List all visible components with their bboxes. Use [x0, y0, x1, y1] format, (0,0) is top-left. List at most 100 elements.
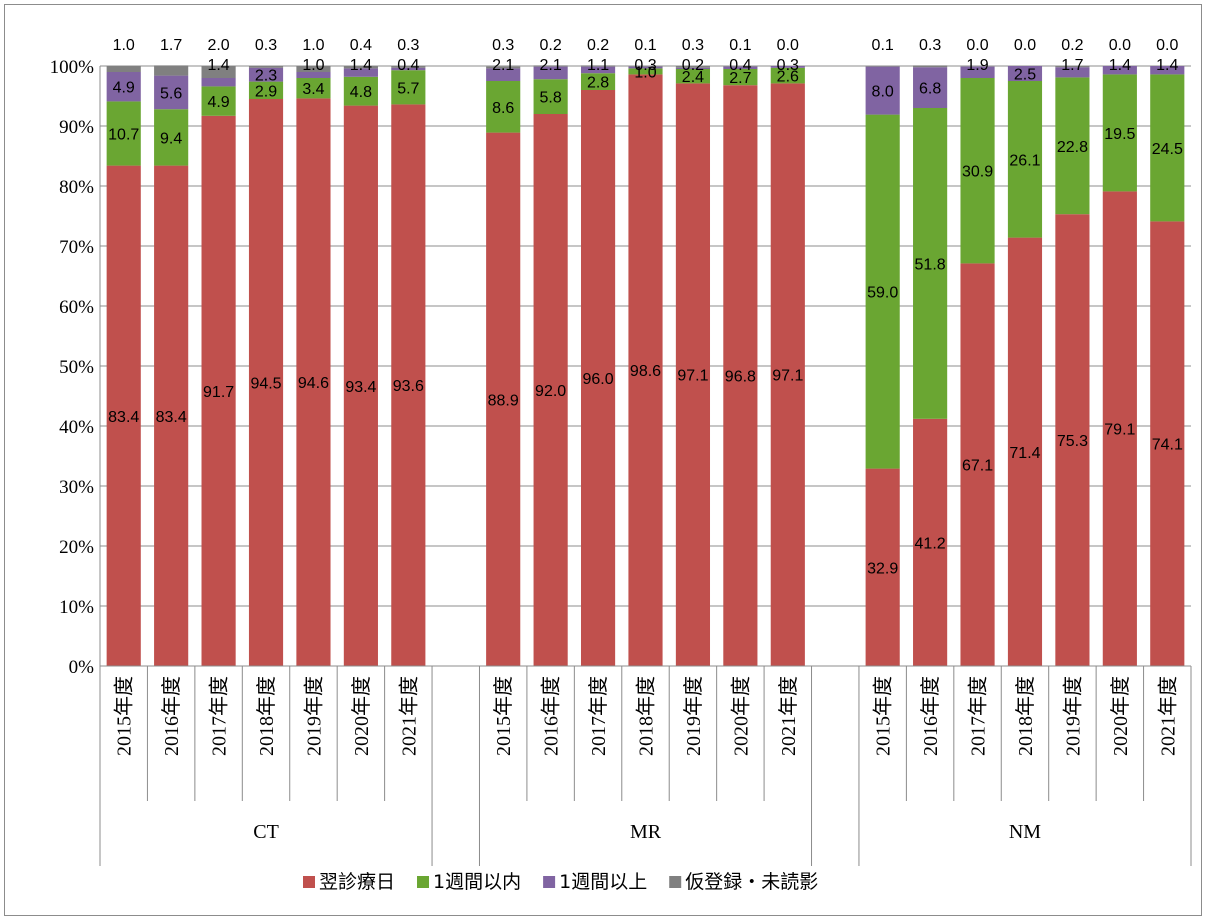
bar-segment	[1055, 77, 1090, 215]
data-label: 0.0	[1109, 37, 1131, 54]
data-label: 0.2	[682, 57, 704, 74]
bar-segment	[628, 66, 663, 67]
data-label: 92.0	[535, 383, 566, 400]
data-label: 91.7	[203, 384, 234, 401]
bar-segment	[533, 114, 568, 666]
bar-segment	[533, 79, 568, 114]
x-category-label: 2020年度	[350, 676, 373, 756]
data-label: 3.4	[302, 81, 324, 98]
data-label: 1.1	[587, 57, 609, 74]
data-label: 94.6	[298, 375, 329, 392]
bar-segment	[343, 105, 378, 667]
data-label: 97.1	[772, 368, 803, 385]
x-category-label: 2015年度	[113, 676, 136, 756]
bar-segment	[201, 66, 236, 78]
bar-segment	[1055, 214, 1090, 666]
bar-segment	[296, 66, 331, 72]
data-label: 93.6	[393, 378, 424, 395]
data-label: 71.4	[1009, 445, 1040, 462]
data-label: 2.3	[255, 68, 277, 85]
data-label: 88.9	[488, 392, 519, 409]
legend-swatch	[543, 876, 556, 888]
y-tick-label: 30%	[59, 477, 94, 498]
bar-segment	[154, 65, 189, 76]
bar-segment	[154, 75, 189, 110]
bar-segment	[960, 263, 995, 666]
bar-segment	[1007, 237, 1043, 666]
legend-swatch	[669, 876, 682, 888]
bar-segment	[106, 72, 141, 102]
bar-segment	[343, 66, 378, 69]
bar-segment	[770, 67, 805, 84]
bar-segment	[391, 67, 426, 71]
data-label: 1.0	[302, 57, 324, 74]
data-label: 2.5	[1014, 67, 1036, 84]
bar-segment	[486, 81, 521, 133]
data-label: 22.8	[1057, 139, 1088, 156]
data-label: 1.4	[1156, 57, 1178, 74]
data-label: 1.0	[113, 37, 135, 54]
data-label: 2.6	[777, 69, 799, 86]
data-label: 32.9	[867, 560, 898, 577]
bar-segment	[391, 66, 426, 68]
y-tick-label: 60%	[59, 297, 94, 318]
x-category-label: 2016年度	[160, 676, 183, 756]
data-label: 51.8	[915, 256, 946, 273]
data-label: 0.1	[872, 37, 894, 54]
data-label: 0.3	[634, 57, 656, 74]
bar-segment	[960, 66, 995, 78]
bar-segment	[486, 66, 521, 69]
bar-segment	[723, 85, 758, 666]
data-label: 97.1	[677, 368, 708, 385]
bar-segment	[580, 65, 616, 67]
bar-segment	[106, 66, 141, 72]
data-label: 1.7	[1061, 57, 1083, 74]
legend-label: 1週間以内	[433, 871, 521, 893]
data-label: 1.4	[350, 57, 372, 74]
legend-label: 1週間以上	[559, 871, 647, 893]
bar-segment	[675, 83, 711, 666]
bar-segment	[296, 78, 331, 99]
bar-segment	[913, 108, 948, 419]
data-label: 26.1	[1009, 152, 1040, 169]
y-tick-label: 40%	[59, 417, 94, 438]
data-label: 74.1	[1152, 437, 1183, 454]
x-category-label: 2019年度	[1061, 676, 1084, 756]
data-label: 0.3	[492, 37, 514, 54]
bar-segment	[1150, 221, 1185, 666]
bar-segment	[106, 101, 141, 166]
data-label: 4.9	[113, 80, 135, 97]
bar-segment	[248, 81, 284, 99]
bar-segment	[913, 67, 948, 108]
bar-segment	[628, 66, 663, 69]
bar-segment	[628, 68, 663, 75]
bar-segment	[1102, 74, 1137, 192]
bar-segment	[201, 78, 236, 87]
data-label: 98.6	[630, 363, 661, 380]
bar-segment	[723, 66, 758, 67]
data-label: 0.0	[777, 37, 799, 54]
bar-segment	[675, 69, 711, 84]
legend-swatch	[303, 876, 315, 888]
x-category-label: 2021年度	[1156, 676, 1179, 756]
data-label: 79.1	[1104, 422, 1135, 439]
data-label: 0.0	[1014, 37, 1036, 54]
bar-segment	[1102, 66, 1137, 75]
x-group-label: MR	[630, 821, 662, 843]
data-label: 0.4	[729, 57, 751, 74]
x-category-label: 2018年度	[635, 676, 658, 756]
data-label: 96.0	[582, 371, 613, 388]
data-label: 0.1	[634, 37, 656, 54]
data-label: 2.0	[207, 37, 229, 54]
bar-segment	[154, 109, 189, 166]
bar-segment	[201, 115, 236, 667]
bar-segment	[770, 66, 805, 68]
data-label: 1.4	[207, 57, 229, 74]
data-label: 59.0	[867, 285, 898, 302]
data-label: 0.3	[682, 37, 704, 54]
x-category-label: 2017年度	[967, 676, 990, 756]
data-label: 0.3	[777, 57, 799, 74]
bar-segment	[675, 66, 711, 68]
y-tick-label: 20%	[59, 537, 94, 558]
